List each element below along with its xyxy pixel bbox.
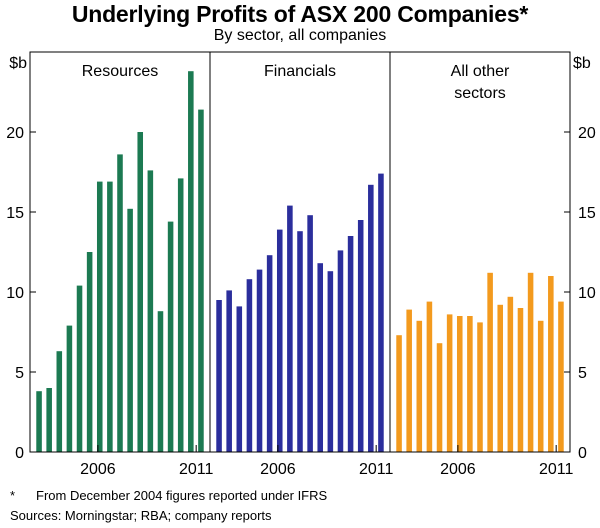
bar-resources — [177, 178, 184, 452]
bar-financials — [226, 290, 232, 452]
bar-financials — [317, 263, 324, 452]
panel-label-all-other-sectors: All other — [451, 63, 510, 80]
bar-all-other-sectors — [527, 272, 534, 452]
bar-financials — [287, 205, 293, 452]
chart-subtitle: By sector, all companies — [213, 27, 387, 44]
y-tick-label-left: 5 — [15, 365, 24, 382]
bar-financials — [378, 173, 384, 452]
bar-all-other-sectors — [497, 304, 504, 452]
bar-financials — [347, 236, 354, 452]
y-axis-unit-right: $b — [573, 55, 591, 72]
bar-resources — [76, 285, 83, 452]
bar-resources — [167, 221, 174, 452]
bar-resources — [46, 388, 52, 452]
bar-resources — [86, 252, 93, 452]
bar-resources — [107, 181, 113, 452]
bar-all-other-sectors — [446, 314, 453, 452]
bar-financials — [307, 215, 313, 452]
bar-all-other-sectors — [456, 316, 463, 452]
bar-all-other-sectors — [406, 309, 412, 452]
bar-financials — [276, 229, 283, 452]
y-tick-label-left: 20 — [6, 125, 24, 142]
panel-label-all-other-sectors: sectors — [454, 85, 506, 102]
bar-resources — [66, 325, 73, 452]
bar-all-other-sectors — [537, 320, 544, 452]
bar-all-other-sectors — [477, 322, 483, 452]
bar-financials — [337, 250, 344, 452]
y-tick-label-right: 10 — [578, 285, 596, 302]
y-tick-label-right: 20 — [578, 125, 596, 142]
bar-all-other-sectors — [507, 296, 514, 452]
x-tick-label: 2006 — [260, 461, 296, 478]
footnote-marker: * — [10, 488, 16, 503]
bar-resources — [188, 71, 194, 452]
bar-resources — [36, 391, 42, 452]
bar-financials — [216, 300, 222, 452]
chart-title: Underlying Profits of ASX 200 Companies* — [71, 1, 529, 27]
bar-all-other-sectors — [558, 301, 564, 452]
bar-financials — [297, 231, 303, 452]
y-tick-label-right: 5 — [578, 365, 587, 382]
y-tick-label-left: 15 — [6, 205, 24, 222]
y-tick-label-left: 0 — [15, 445, 24, 462]
bar-financials — [236, 306, 243, 452]
bar-resources — [157, 311, 164, 452]
x-tick-label: 2011 — [359, 461, 394, 478]
bar-financials — [327, 271, 334, 452]
bar-financials — [266, 255, 273, 452]
bar-resources — [137, 132, 144, 452]
bar-financials — [246, 279, 253, 452]
panel-label-resources: Resources — [82, 63, 158, 80]
y-tick-label-left: 10 — [6, 285, 24, 302]
bar-all-other-sectors — [396, 335, 402, 452]
x-tick-label: 2006 — [440, 461, 476, 478]
bar-all-other-sectors — [487, 272, 493, 452]
y-axis-unit-left: $b — [9, 55, 27, 72]
bar-all-other-sectors — [467, 316, 473, 452]
sources-note: Sources: Morningstar; RBA; company repor… — [10, 508, 272, 523]
y-tick-label-right: 15 — [578, 205, 596, 222]
bar-financials — [357, 220, 364, 452]
bar-resources — [198, 109, 204, 452]
bar-financials — [256, 269, 263, 452]
bar-resources — [96, 181, 103, 452]
x-tick-label: 2011 — [179, 461, 214, 478]
bar-all-other-sectors — [426, 301, 433, 452]
plot-frame — [29, 51, 571, 453]
bar-all-other-sectors — [517, 308, 524, 452]
bar-resources — [56, 351, 63, 452]
footnote-text: From December 2004 figures reported unde… — [36, 488, 328, 503]
bar-resources — [147, 170, 154, 452]
panel-label-financials: Financials — [264, 63, 336, 80]
y-tick-label-right: 0 — [578, 445, 587, 462]
x-tick-label: 2011 — [539, 461, 574, 478]
bar-resources — [117, 154, 123, 452]
footnote: * From December 2004 figures reported und… — [10, 488, 327, 503]
bar-all-other-sectors — [436, 343, 443, 452]
bar-all-other-sectors — [416, 320, 423, 452]
bar-financials — [368, 184, 374, 453]
bar-resources — [127, 208, 133, 452]
x-tick-label: 2006 — [80, 461, 116, 478]
bar-all-other-sectors — [548, 276, 554, 452]
